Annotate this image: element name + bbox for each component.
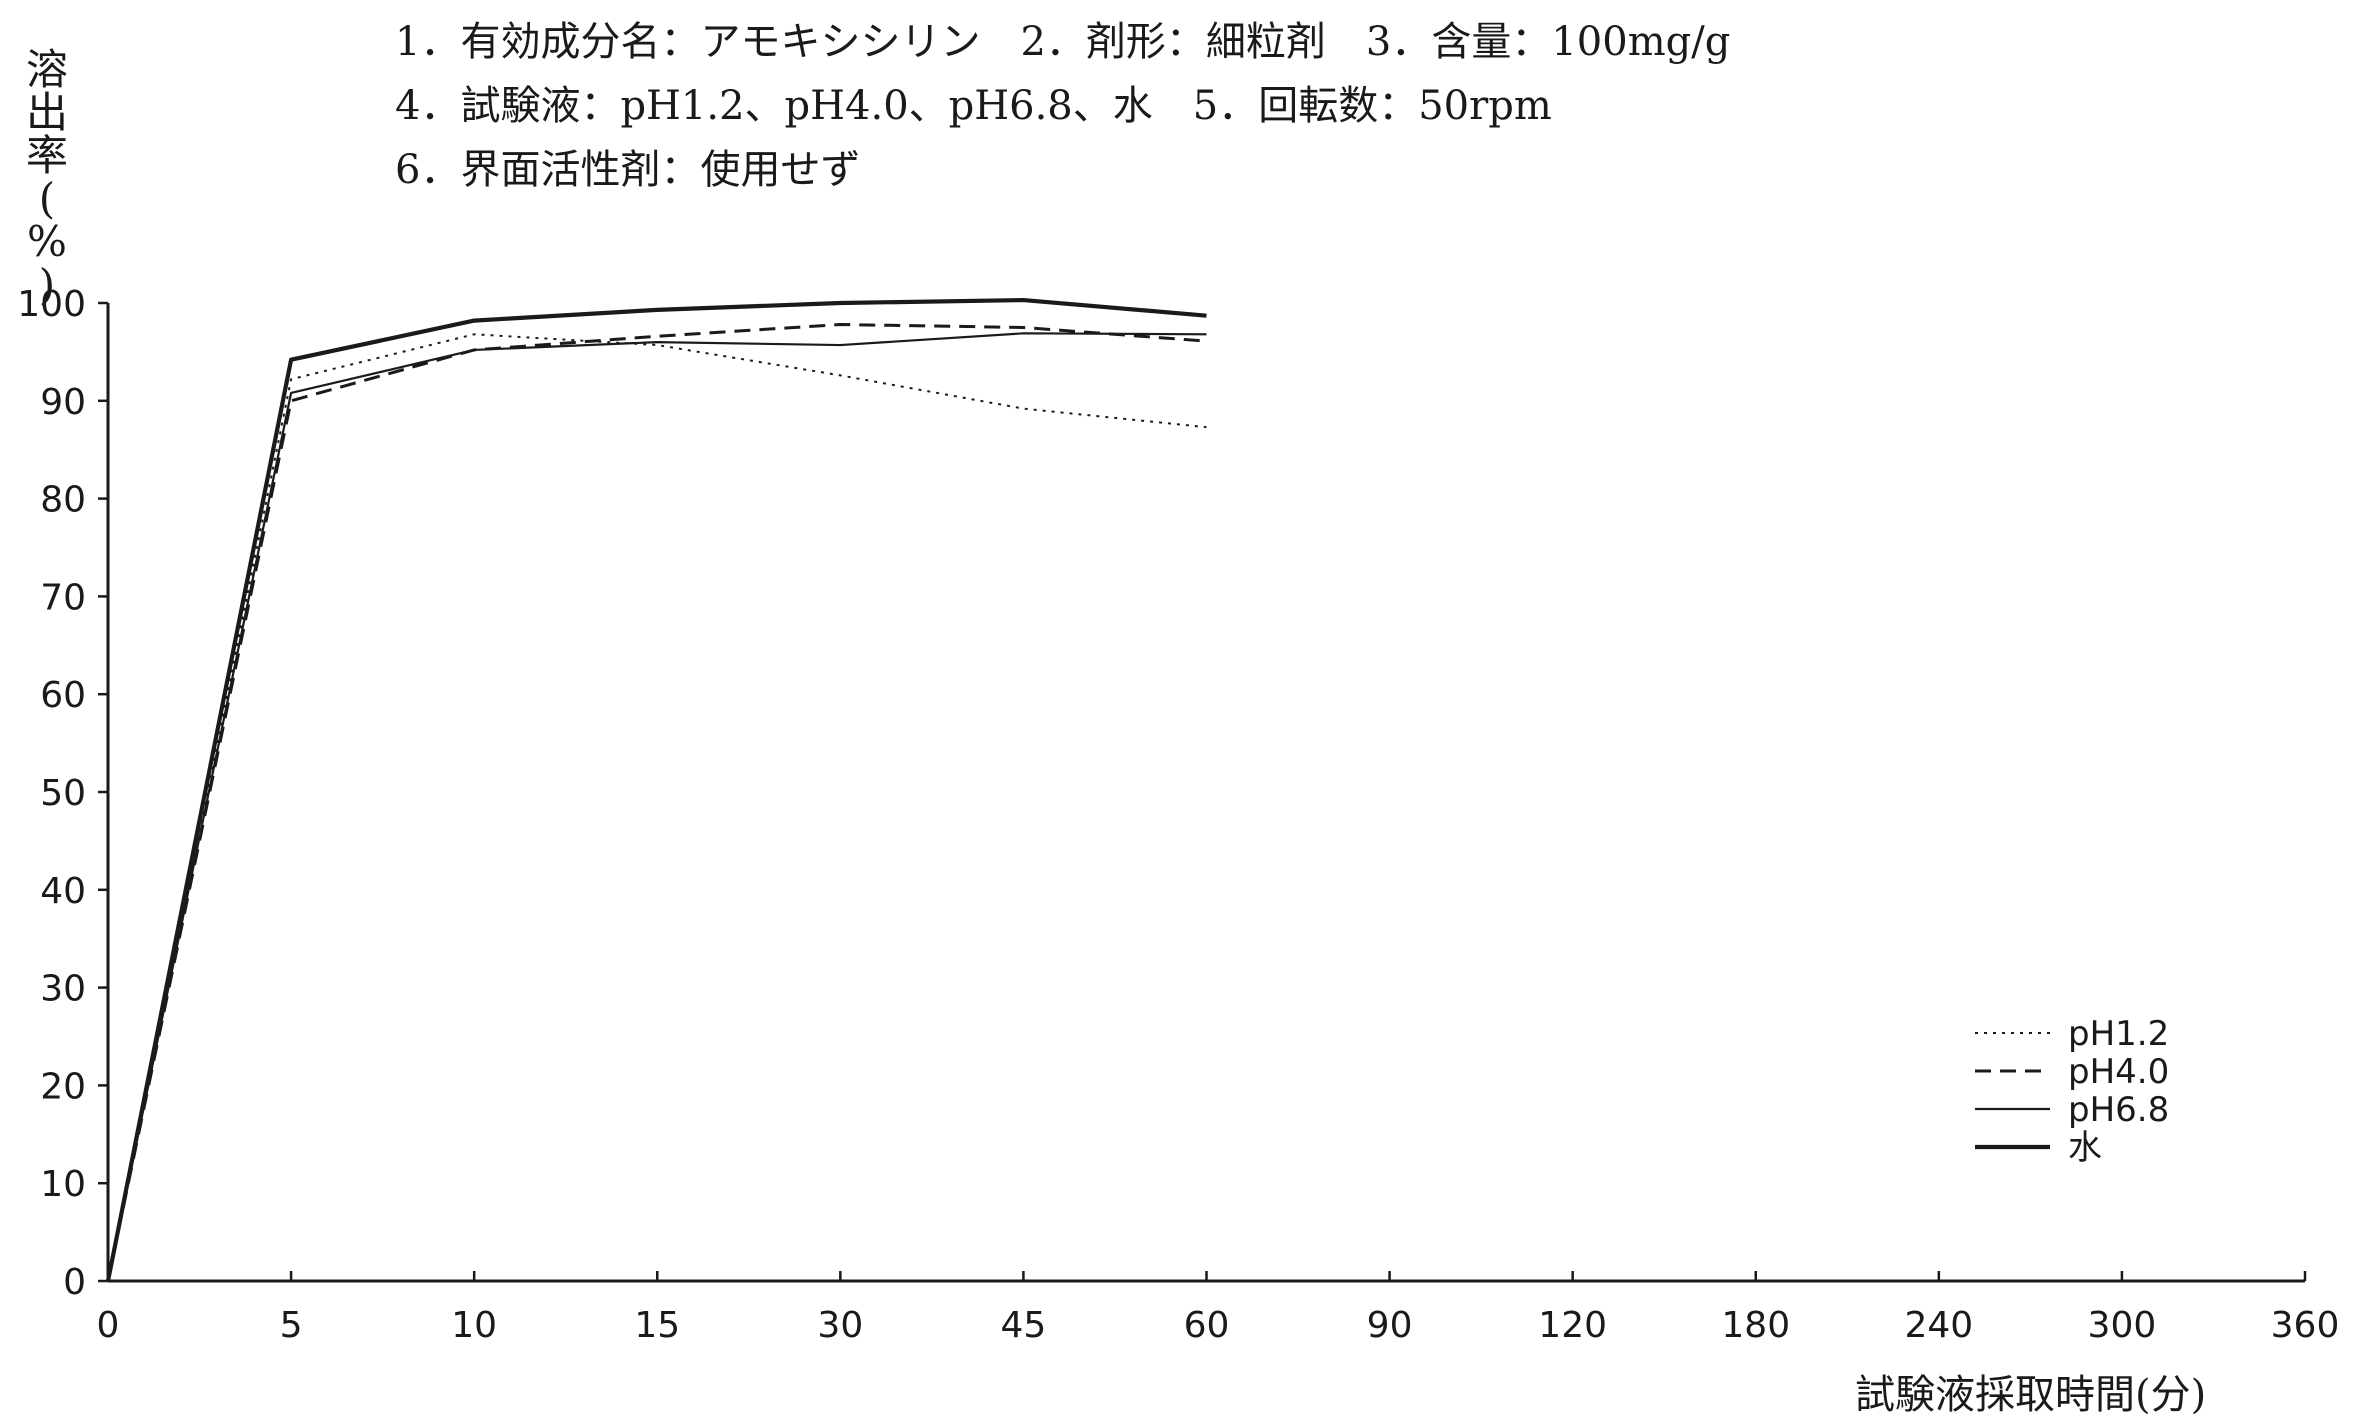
legend-label: pH6.8: [2068, 1090, 2169, 1130]
x-tick-label: 30: [817, 1305, 863, 1346]
x-tick-label: 15: [634, 1305, 680, 1346]
series-lines: [105, 297, 1207, 1282]
y-axis-label-char: (: [38, 174, 56, 223]
series-line-pH4.0: [106, 323, 1207, 1282]
x-tick-label: 0: [97, 1305, 120, 1346]
y-tick-label: 20: [40, 1066, 86, 1107]
x-axis-label: 試験液採取時間(分): [1855, 1372, 2207, 1418]
legend-label: pH4.0: [2068, 1052, 2169, 1092]
x-tick-label: 180: [1721, 1305, 1790, 1346]
x-tick-label: 90: [1367, 1305, 1413, 1346]
axes: [106, 303, 2305, 1283]
y-axis-label-char: 率: [25, 131, 68, 180]
x-tick-label: 60: [1184, 1305, 1230, 1346]
y-tick-label: 100: [17, 284, 86, 325]
y-tick-label: 70: [40, 577, 86, 618]
y-axis-label: 溶出率(%): [22, 48, 72, 306]
legend-label: 水: [2068, 1128, 2102, 1168]
y-tick-label: 0: [63, 1262, 86, 1303]
y-tick-label: 80: [40, 480, 86, 521]
y-tick-label: 40: [40, 871, 86, 912]
x-tick-label: 120: [1538, 1305, 1607, 1346]
header-line-2: 4．試験液：pH1.2、pH4.0、pH6.8、水 5．回転数：50rpm: [395, 83, 1552, 129]
x-tick-label: 240: [1904, 1305, 1973, 1346]
y-tick-label: 10: [40, 1164, 86, 1205]
x-tick-label: 45: [1001, 1305, 1047, 1346]
header-line-1: 1．有効成分名：アモキシシリン 2．剤形：細粒剤 3．含量：100mg/g: [395, 19, 1731, 65]
y-axis-label-char: 出: [25, 88, 68, 137]
series-line-水: [105, 297, 1207, 1282]
y-tick-label: 30: [40, 969, 86, 1010]
ticks: 0 10 20 30 40 50 60 70 80 90 100 0 5 10 15 30 45 60 90 120 1…: [17, 284, 2339, 1346]
series-line-pH6.8: [106, 332, 1207, 1282]
y-axis-label-char: 溶: [25, 45, 68, 94]
header-line-3: 6．界面活性剤：使用せず: [395, 147, 861, 193]
y-tick-label: 50: [40, 773, 86, 814]
y-tick-label: 60: [40, 675, 86, 716]
y-axis-label-char: ): [38, 260, 56, 309]
y-tick-label: 90: [40, 382, 86, 423]
x-tick-label: 300: [2088, 1305, 2157, 1346]
x-tick-label: 360: [2271, 1305, 2340, 1346]
x-tick-label: 10: [451, 1305, 497, 1346]
y-axis-label-char: %: [27, 217, 67, 266]
x-tick-label: 5: [280, 1305, 303, 1346]
chart-header: 1．有効成分名：アモキシシリン 2．剤形：細粒剤 3．含量：100mg/g 4．…: [395, 10, 1730, 202]
series-line-pH1.2: [107, 333, 1207, 1282]
legend-label: pH1.2: [2068, 1014, 2169, 1054]
